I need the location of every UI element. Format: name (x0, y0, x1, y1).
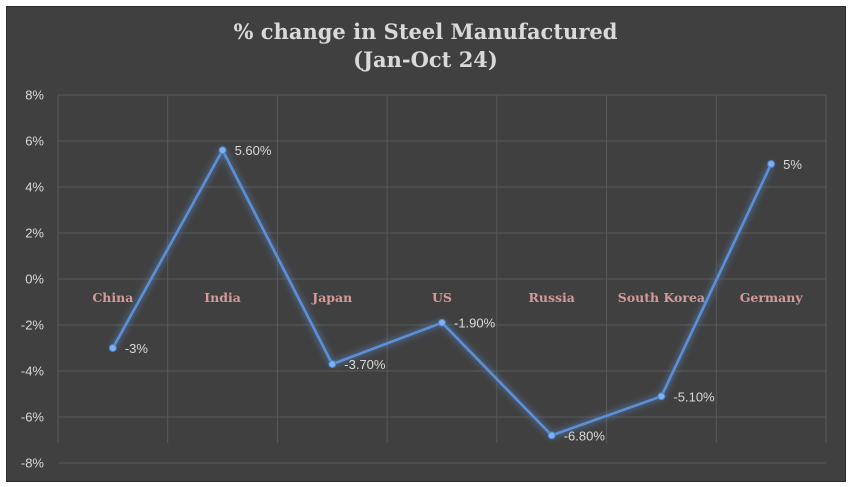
category-label: Russia (529, 290, 575, 305)
y-tick-label: 8% (25, 88, 44, 103)
y-axis-ticks: 8% 6% 4% 2% 0% -2% -4% -6% -8% (21, 88, 45, 471)
chart-title-line1: % change in Steel Manufactured (233, 19, 618, 44)
y-tick-label: -6% (21, 410, 45, 425)
data-point (108, 344, 117, 352)
chart-area (6, 6, 846, 482)
data-point (657, 392, 666, 401)
data-point (328, 360, 337, 369)
data-point (767, 160, 776, 168)
chart-title: % change in Steel Manufactured (Jan-Oct … (0, 18, 851, 74)
data-label: -3% (125, 341, 149, 356)
category-label: US (432, 290, 452, 305)
y-tick-label: 4% (25, 180, 44, 195)
category-label: Germany (740, 290, 804, 305)
y-tick-label: -8% (21, 456, 45, 471)
data-label: -1.90% (454, 316, 496, 331)
category-label: India (204, 290, 241, 305)
data-labels: -3% 5.60% -3.70% -1.90% -6.80% -5.10% 5% (125, 143, 803, 443)
data-label: 5.60% (235, 143, 272, 158)
y-tick-label: -2% (21, 318, 45, 333)
y-tick-label: 0% (25, 272, 44, 287)
data-point (438, 318, 446, 327)
data-point (218, 146, 227, 155)
y-tick-label: 2% (25, 226, 44, 241)
data-label: -6.80% (564, 428, 606, 443)
y-tick-label: -4% (21, 364, 45, 379)
chart-subtitle: (Jan-Oct 24) (353, 47, 498, 72)
category-label: Japan (311, 290, 352, 305)
data-label: -5.10% (673, 389, 715, 404)
y-tick-label: 6% (25, 134, 44, 149)
category-label: South Korea (618, 290, 705, 305)
gridlines (57, 94, 827, 464)
data-point (547, 431, 556, 440)
data-points (108, 146, 776, 440)
category-labels: China India Japan US Russia South Korea German… (92, 290, 803, 305)
data-label: 5% (783, 157, 802, 172)
category-label: China (92, 290, 133, 305)
data-label: -3.70% (344, 357, 386, 372)
